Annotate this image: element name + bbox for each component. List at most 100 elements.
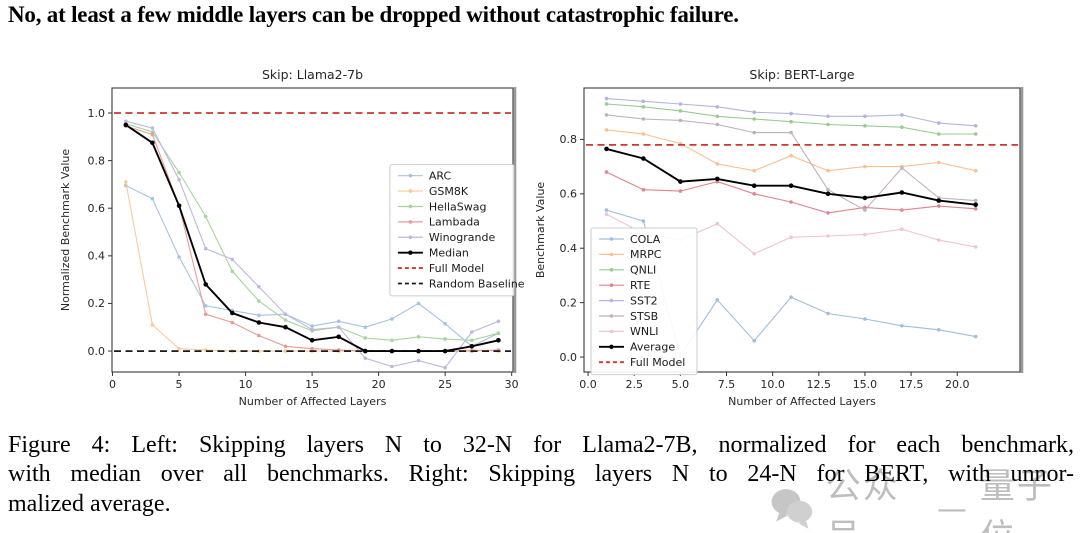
series-point-WNLI — [900, 227, 904, 231]
series-point-ARC — [416, 301, 421, 306]
caption-line: malized average. — [8, 490, 171, 517]
series-point-SST2 — [937, 121, 941, 125]
legend-label-QNLI: QNLI — [630, 264, 656, 277]
caption-line: Figure 4: Left: Skipping layers N to 32-… — [8, 432, 1074, 458]
series-point-QNLI — [863, 124, 867, 128]
series-point-Winogrande — [470, 330, 474, 334]
series-point-STSB — [863, 208, 867, 212]
series-point-QNLI — [752, 117, 756, 121]
series-point-RTE — [937, 204, 941, 208]
x-tick-label: 15 — [305, 378, 319, 391]
legend-marker-Winogrande — [408, 235, 413, 240]
series-point-COLA — [973, 334, 978, 339]
series-point-HellaSwag — [283, 318, 288, 322]
legend-marker-GSM8K — [408, 189, 413, 193]
series-point-QNLI — [937, 132, 941, 136]
series-point-SST2 — [641, 99, 646, 104]
x-tick-label: 25 — [438, 378, 452, 391]
series-point-HellaSwag — [416, 335, 421, 339]
series-point-ARC — [443, 321, 447, 326]
y-tick-label: 1.0 — [88, 107, 106, 120]
series-point-Winogrande — [230, 257, 235, 262]
series-point-MRPC — [752, 168, 756, 173]
series-point-QNLI — [900, 125, 904, 129]
series-point-RTE — [678, 189, 683, 193]
series-point-HellaSwag — [230, 269, 235, 274]
series-point-RTE — [752, 192, 756, 196]
legend-marker-Median — [408, 250, 413, 255]
series-point-ARC — [363, 325, 368, 330]
y-axis-label: Benchmark Value — [534, 182, 547, 279]
legend-marker-STSB — [609, 314, 614, 318]
series-point-Median — [150, 140, 155, 146]
series-point-SST2 — [752, 110, 756, 114]
series-point-COLA — [752, 338, 756, 343]
series-point-HellaSwag — [257, 299, 261, 303]
legend-label-RTE: RTE — [630, 279, 651, 292]
legend-label-MRPC: MRPC — [630, 248, 662, 261]
y-tick-label: 0.8 — [88, 154, 106, 167]
series-point-Winogrande — [496, 319, 501, 324]
series-point-COLA — [789, 295, 793, 299]
series-point-Average — [899, 190, 905, 195]
series-point-Lambada — [230, 320, 235, 325]
series-point-Average — [641, 156, 646, 161]
series-point-Winogrande — [150, 126, 155, 130]
y-tick-label: 0.2 — [560, 296, 578, 309]
series-point-Median — [203, 282, 208, 287]
y-tick-label: 0.0 — [88, 345, 106, 358]
series-point-Median — [442, 348, 448, 354]
series-point-Median — [389, 348, 395, 354]
series-point-Average — [936, 198, 942, 203]
series-point-Winogrande — [283, 312, 288, 316]
series-point-Median — [309, 338, 315, 343]
series-point-ARC — [177, 255, 181, 259]
legend-marker-QNLI — [609, 268, 614, 272]
series-point-RTE — [641, 187, 646, 192]
legend-marker-SST2 — [609, 298, 614, 303]
series-point-Winogrande — [363, 356, 368, 361]
y-tick-label: 0.6 — [88, 202, 106, 215]
series-point-STSB — [641, 117, 646, 121]
series-point-STSB — [715, 122, 720, 127]
series-point-MRPC — [715, 162, 720, 166]
y-tick-label: 0.8 — [560, 133, 578, 146]
series-point-RTE — [900, 208, 904, 212]
series-point-ARC — [336, 319, 341, 324]
series-point-HellaSwag — [203, 214, 208, 219]
series-point-MRPC — [604, 128, 609, 132]
chart-skip-bert-large: 0.0 2.5 5.0 7.5 10.0 12.5 15.0 17.5 20.0 0.8 0.6 0.… — [534, 67, 1024, 408]
series-point-Average — [862, 195, 868, 201]
x-tick-label: 20 — [372, 378, 386, 391]
x-tick-label: 0.0 — [579, 378, 597, 391]
series-point-HellaSwag — [390, 338, 394, 343]
legend-marker-COLA — [609, 237, 614, 241]
series-point-SST2 — [604, 96, 609, 101]
series-line-MRPC — [606, 129, 976, 172]
series-point-STSB — [752, 130, 756, 135]
x-tick-label: 20.0 — [945, 378, 970, 391]
x-tick-label: 12.5 — [807, 378, 832, 391]
series-point-SST2 — [826, 114, 830, 119]
legend-label-Average: Average — [630, 341, 675, 354]
series-point-QNLI — [678, 109, 683, 113]
series-point-STSB — [678, 118, 683, 123]
series-point-HellaSwag — [496, 331, 501, 336]
series-point-QNLI — [715, 114, 720, 119]
series-point-COLA — [715, 298, 720, 302]
chart-title: Skip: Llama2-7b — [262, 67, 363, 82]
x-tick-label: 0 — [109, 378, 116, 391]
series-point-Median — [363, 348, 368, 354]
series-point-RTE — [789, 200, 793, 204]
figure-caption: Figure 4: Left: Skipping layers N to 32-… — [8, 431, 1074, 519]
series-point-QNLI — [604, 102, 609, 106]
legend-box — [590, 227, 698, 376]
legend-marker-Average — [609, 344, 614, 350]
y-tick-label: 0.0 — [560, 351, 578, 364]
series-point-STSB — [900, 166, 904, 170]
legend-label-ARC: ARC — [429, 169, 452, 182]
legend-box — [389, 164, 515, 297]
plot-border — [583, 87, 1021, 373]
x-tick-label: 15.0 — [853, 378, 878, 391]
